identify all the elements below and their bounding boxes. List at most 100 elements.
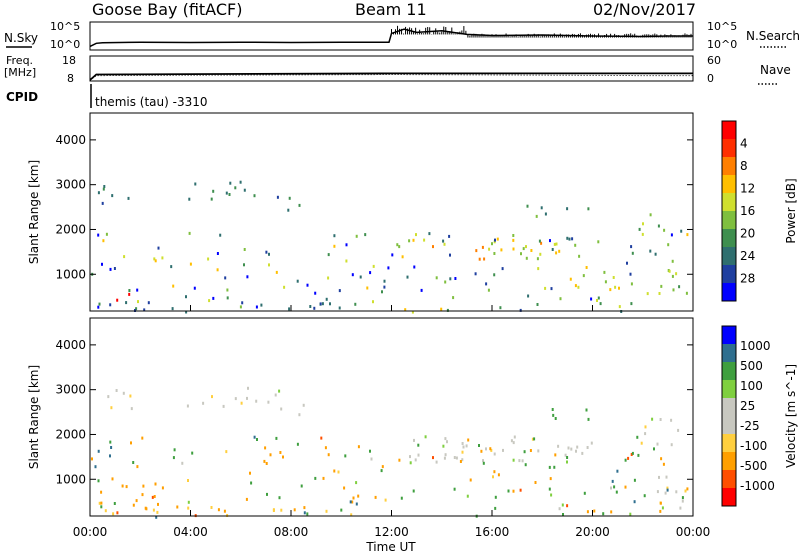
- data-cell: [478, 257, 481, 261]
- data-cell: [581, 451, 584, 455]
- noise-cell: [137, 300, 139, 304]
- data-cell: [465, 444, 468, 448]
- noise-cell: [597, 296, 600, 300]
- noise-cell: [275, 270, 278, 274]
- data-cell: [461, 442, 464, 445]
- data-cell: [338, 306, 341, 310]
- data-cell: [132, 503, 135, 507]
- noise-cell: [449, 253, 451, 257]
- noise-cell: [333, 234, 336, 238]
- noise-cell: [116, 511, 119, 515]
- x-tick-label: 04:00: [173, 525, 208, 539]
- data-cell: [587, 207, 590, 211]
- colorbar-tick-label: 500: [740, 359, 763, 373]
- noise-cell: [492, 475, 494, 479]
- data-cell: [444, 453, 447, 457]
- power-colorbar: 4 8 12 16 20 24 28 Power [dB]: [721, 120, 798, 302]
- noise-cell: [243, 248, 246, 251]
- x-tick-label: 00:00: [73, 525, 108, 539]
- data-cell: [210, 197, 213, 201]
- data-cell: [670, 443, 673, 447]
- noise-cell: [618, 305, 621, 309]
- colorbar-swatch: [722, 283, 736, 302]
- data-cell: [414, 458, 417, 462]
- data-cell: [483, 257, 486, 261]
- data-cell: [274, 393, 277, 397]
- data-cell: [240, 401, 243, 405]
- data-cell: [651, 417, 654, 421]
- data-cell: [298, 203, 301, 207]
- data-cell: [578, 254, 581, 258]
- noise-cell: [440, 307, 443, 311]
- noise-cell: [327, 453, 330, 457]
- data-cell: [566, 460, 568, 464]
- noise-cell: [100, 501, 103, 505]
- noise-cell: [172, 284, 175, 288]
- data-cell: [239, 180, 242, 184]
- noise-cell: [343, 486, 346, 490]
- data-cell: [604, 280, 607, 284]
- data-cell: [210, 506, 213, 509]
- freq-panel-frame: [89, 55, 694, 82]
- colorbar-tick-label: -100: [740, 439, 767, 453]
- noise-cell: [153, 257, 156, 261]
- noise-cell: [278, 496, 281, 500]
- data-cell: [260, 303, 263, 307]
- noise-cell: [303, 511, 306, 515]
- noise-cell: [279, 451, 282, 454]
- noise-cell: [629, 272, 632, 276]
- noise-cell: [391, 253, 394, 257]
- freq-series: [89, 72, 693, 81]
- noise-cell: [296, 442, 299, 446]
- noise-cell: [383, 279, 386, 283]
- noise-cell: [327, 253, 330, 257]
- data-cell: [423, 238, 426, 242]
- data-cell: [461, 450, 464, 454]
- noise-cell: [659, 501, 662, 505]
- data-cell: [590, 441, 593, 445]
- colorbar-swatch: [722, 362, 736, 381]
- y-tick-label: 2000: [55, 427, 86, 441]
- data-cell: [566, 207, 569, 211]
- noise-cell: [566, 236, 569, 240]
- noise-cell: [630, 453, 633, 456]
- noise-cell: [671, 259, 674, 263]
- noise-cell: [653, 447, 655, 451]
- nsearch-tick-bottom: 10^0: [707, 38, 737, 51]
- noise-cell: [226, 288, 229, 292]
- noise-cell: [189, 262, 192, 266]
- data-cell: [147, 301, 150, 305]
- colorbar-tick-label: -500: [740, 459, 767, 473]
- noise-cell: [432, 456, 434, 460]
- data-cell: [544, 212, 547, 216]
- noise-cell: [512, 458, 515, 462]
- noise-cell: [459, 460, 462, 463]
- data-cell: [531, 437, 534, 441]
- noise-cell: [239, 305, 242, 309]
- colorbar-swatch: [722, 265, 736, 284]
- noise-cell: [383, 285, 386, 289]
- noise-cell: [551, 248, 554, 251]
- colorbar-swatch: [722, 434, 736, 453]
- data-cell: [435, 460, 438, 464]
- data-cell: [640, 441, 643, 445]
- noise-cell: [351, 273, 354, 277]
- data-cell: [461, 458, 464, 462]
- noise-cell: [387, 266, 390, 270]
- noise-cell: [469, 478, 472, 482]
- noise-cell: [507, 489, 510, 493]
- data-cell: [202, 401, 205, 405]
- noise-cell: [554, 453, 557, 457]
- data-cell: [526, 204, 529, 208]
- data-cell: [413, 438, 415, 442]
- data-cell: [485, 447, 487, 451]
- colorbar-swatch: [722, 229, 736, 248]
- noise-cell: [263, 459, 266, 463]
- noise-cell: [384, 498, 387, 502]
- data-cell: [502, 448, 504, 452]
- data-cell: [234, 397, 237, 401]
- noise-cell: [467, 438, 470, 442]
- noise-cell: [161, 256, 164, 260]
- data-cell: [188, 197, 191, 201]
